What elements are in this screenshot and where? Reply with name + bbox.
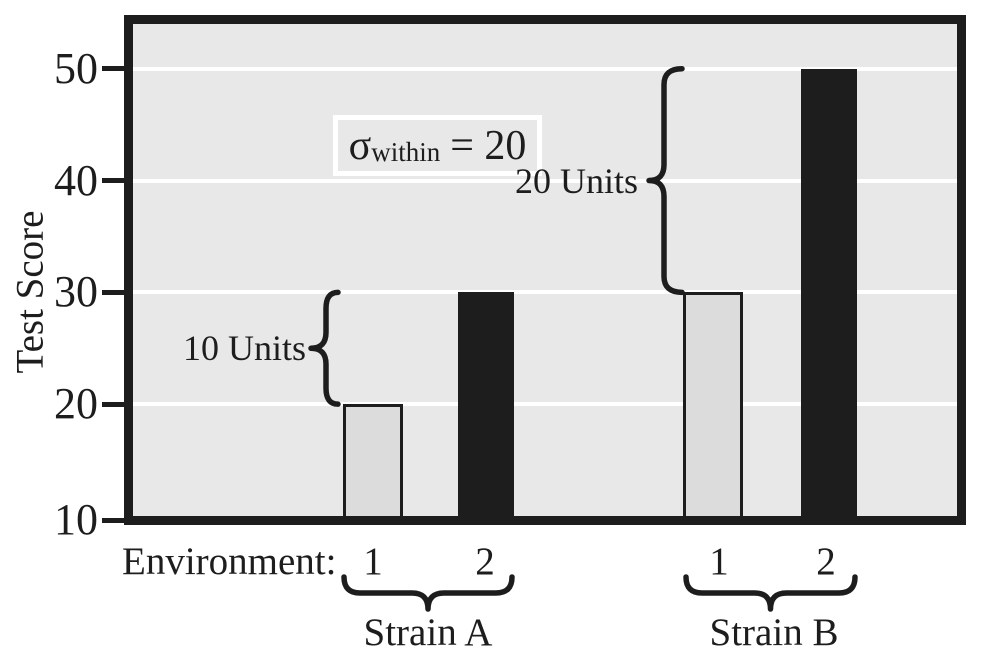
y-tick-label-40: 40 bbox=[54, 155, 98, 205]
x-axis-title: Environment: bbox=[122, 540, 337, 583]
bar-strainA-env2 bbox=[458, 292, 514, 516]
y-tick-mark-50 bbox=[102, 66, 128, 72]
plot-area: σ within = 20 bbox=[124, 15, 966, 525]
y-tick-mark-10 bbox=[102, 517, 128, 523]
sigma-annotation-box: σ within = 20 bbox=[333, 115, 542, 176]
strain-group-label-A: Strain A bbox=[363, 611, 493, 654]
bar-strainA-env1 bbox=[343, 404, 403, 516]
y-tick-mark-20 bbox=[102, 401, 128, 407]
env-number-B2: 2 bbox=[816, 540, 836, 583]
env-number-B1: 1 bbox=[709, 540, 729, 583]
sigma-value: = 20 bbox=[450, 122, 527, 169]
bar-strainB-env2 bbox=[801, 68, 857, 516]
units-label-20-units: 20 Units bbox=[514, 160, 638, 201]
y-tick-label-30: 30 bbox=[54, 267, 98, 317]
strain-group-label-B: Strain B bbox=[709, 611, 839, 654]
y-tick-mark-40 bbox=[102, 178, 128, 184]
y-tick-mark-30 bbox=[102, 289, 128, 295]
gridline-40 bbox=[133, 178, 957, 183]
y-tick-label-10: 10 bbox=[54, 495, 98, 544]
env-number-A2: 2 bbox=[475, 540, 495, 583]
units-label-10-units: 10 Units bbox=[182, 328, 306, 369]
sigma-symbol: σ bbox=[348, 122, 372, 169]
env-number-A1: 1 bbox=[363, 540, 383, 583]
gridline-30 bbox=[133, 290, 957, 295]
gridline-50 bbox=[133, 66, 957, 71]
gridline-20 bbox=[133, 402, 957, 407]
bar-strainB-env1 bbox=[683, 292, 743, 516]
y-tick-label-20: 20 bbox=[54, 379, 98, 429]
y-tick-label-50: 50 bbox=[54, 43, 98, 93]
